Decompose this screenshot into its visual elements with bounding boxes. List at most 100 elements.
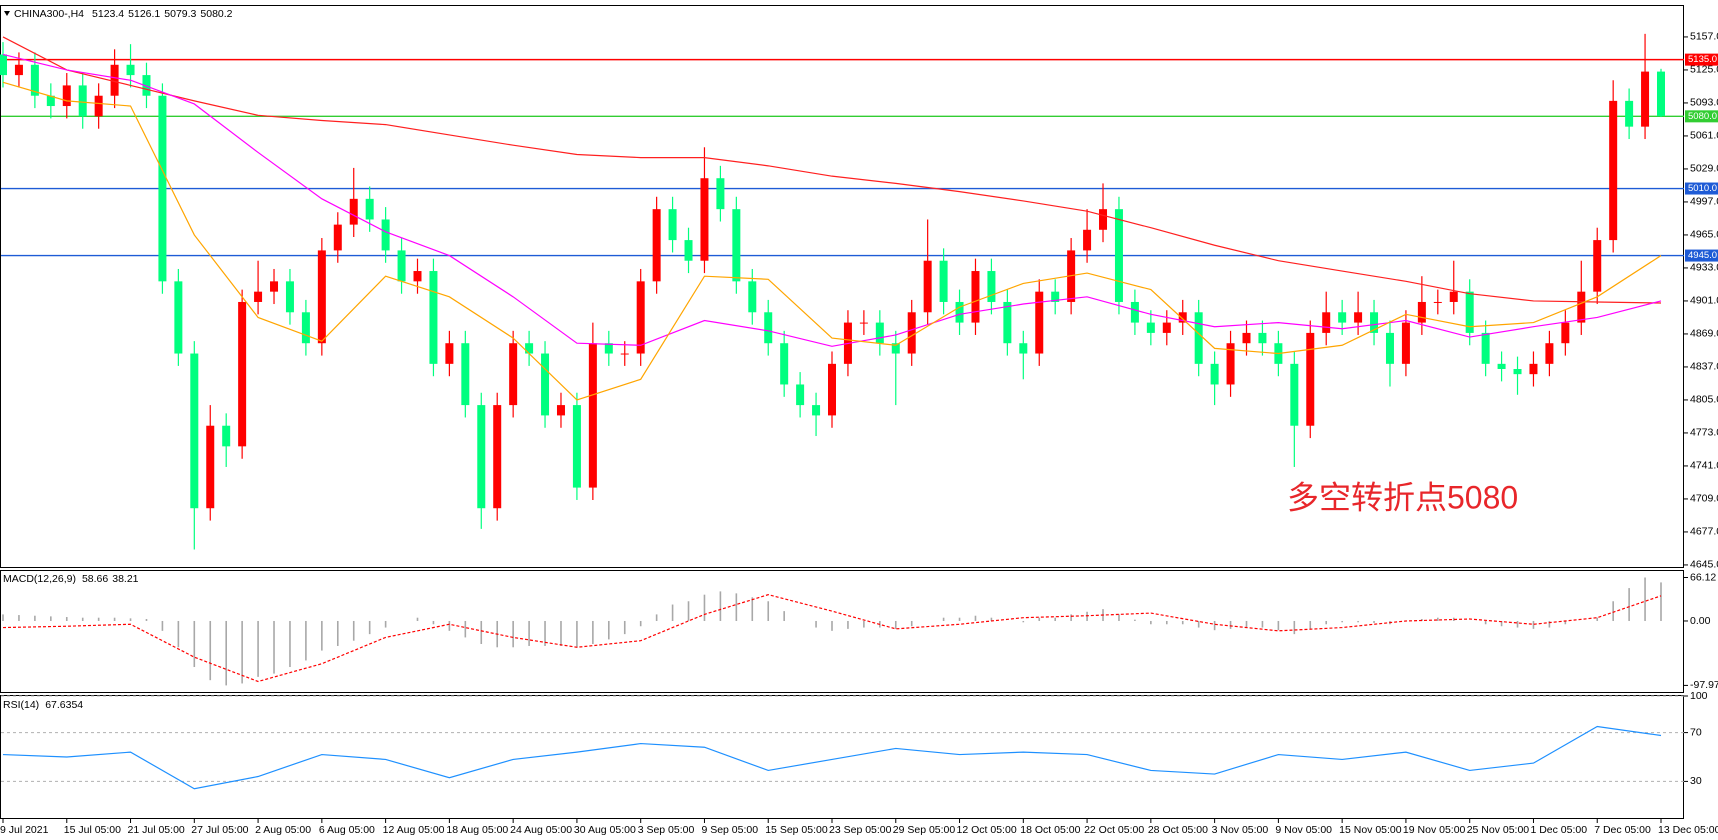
macd-bar	[1660, 582, 1662, 621]
candle-body	[1577, 291, 1586, 323]
candle-body	[1513, 369, 1522, 375]
candle-body	[1083, 229, 1092, 251]
level-tag-label: 5010.0	[1688, 183, 1717, 194]
candle-body	[46, 95, 55, 107]
candle-body	[429, 271, 438, 364]
macd-bar	[1484, 620, 1487, 625]
candle-body	[764, 312, 773, 344]
macd-bar	[1612, 601, 1614, 621]
candle-body	[541, 353, 550, 416]
macd-bar	[193, 620, 196, 668]
candle-body	[1417, 301, 1426, 323]
x-tick-label: 18 Oct 05:00	[1020, 824, 1080, 836]
candle-body	[939, 260, 948, 302]
candle-body	[1529, 363, 1538, 375]
macd-bar	[321, 620, 323, 651]
macd-bar	[608, 620, 610, 640]
candle-body	[78, 85, 87, 117]
macd-bar	[751, 597, 754, 621]
candle-body	[1194, 312, 1203, 364]
macd-bar	[831, 620, 833, 631]
candle-body	[1609, 100, 1618, 241]
macd-title: MACD(12,26,9) 58.66 38.21	[3, 573, 139, 585]
candle-body	[1481, 332, 1490, 364]
level-tag-label: 5080.0	[1688, 111, 1717, 122]
macd-bar	[1309, 620, 1312, 629]
candle-body	[206, 425, 215, 509]
rsi-title: RSI(14) 67.6354	[3, 699, 83, 711]
title: MACD(12,26,9)	[3, 573, 76, 585]
x-tick-label: 25 Nov 05:00	[1467, 824, 1530, 836]
macd-bar	[65, 617, 68, 621]
candle-body	[365, 198, 374, 220]
candle-body	[875, 322, 884, 344]
candle-body	[1449, 291, 1458, 302]
indicator-line	[2, 53, 1662, 347]
candle-body	[987, 271, 996, 302]
candle-body	[955, 301, 964, 323]
indicator-line	[2, 725, 1662, 790]
candle-body	[588, 343, 597, 488]
candle-body	[222, 425, 231, 447]
candle-body	[891, 343, 900, 354]
x-tick-label: 6 Aug 05:00	[319, 824, 375, 836]
y-tick-label: 66.12	[1690, 571, 1716, 583]
macd-bar	[815, 620, 817, 628]
x-tick-label: 15 Sep 05:00	[765, 824, 828, 836]
macd-bar	[145, 619, 148, 621]
candle-body	[1114, 209, 1123, 302]
macd-bar	[1245, 620, 1248, 628]
macd-bar	[1022, 620, 1025, 623]
candle-body	[620, 353, 629, 355]
indicator-line	[2, 36, 1662, 304]
candle-body	[14, 64, 23, 76]
y-tick-label: 4741.0	[1690, 460, 1718, 472]
candle-body	[301, 312, 310, 344]
macd-bar	[34, 615, 36, 621]
candle-body	[1226, 343, 1235, 385]
candle-body	[110, 64, 119, 96]
level-tag	[1685, 53, 1718, 66]
candle-body	[1465, 291, 1474, 333]
candle-body	[349, 198, 358, 225]
y-tick-label: 100	[1690, 690, 1708, 702]
macd-bar	[241, 620, 243, 684]
macd-bar	[1118, 614, 1120, 621]
y-tick-label: 4869.0	[1690, 328, 1718, 340]
candle-body	[556, 405, 565, 416]
x-tick-label: 24 Aug 05:00	[510, 824, 572, 836]
macd-bar	[1261, 620, 1264, 628]
candle-body	[1258, 332, 1267, 344]
y-tick-label: 5093.0	[1690, 97, 1718, 109]
macd-bar	[863, 620, 865, 628]
candle-body	[716, 178, 725, 210]
candle-body	[1290, 363, 1299, 426]
candle-body	[158, 95, 167, 282]
candle-body	[636, 281, 645, 354]
candle-body	[1370, 312, 1379, 333]
x-tick-label: 15 Nov 05:00	[1339, 824, 1402, 836]
x-tick-label: 21 Jul 05:00	[128, 824, 185, 836]
macd-bar	[416, 617, 419, 621]
macd-bar	[990, 617, 993, 621]
macd-bar	[719, 591, 722, 621]
macd-bar	[1500, 620, 1503, 627]
candle-body	[1099, 209, 1108, 230]
macd-bar	[1564, 620, 1567, 625]
macd-bar	[735, 593, 738, 621]
macd-bar	[336, 620, 339, 646]
y-tick-label: 4773.0	[1690, 427, 1718, 439]
candle-body	[652, 209, 661, 282]
macd-bar	[544, 620, 546, 646]
candle-body	[1561, 322, 1570, 344]
macd-bar	[1437, 617, 1439, 621]
macd-bar	[81, 617, 84, 621]
macd-bar	[273, 620, 275, 674]
x-tick-label: 28 Oct 05:00	[1148, 824, 1208, 836]
candle-body	[174, 281, 183, 354]
candle-body	[461, 343, 470, 406]
candle-body	[1130, 301, 1139, 323]
candle-body	[493, 405, 502, 509]
